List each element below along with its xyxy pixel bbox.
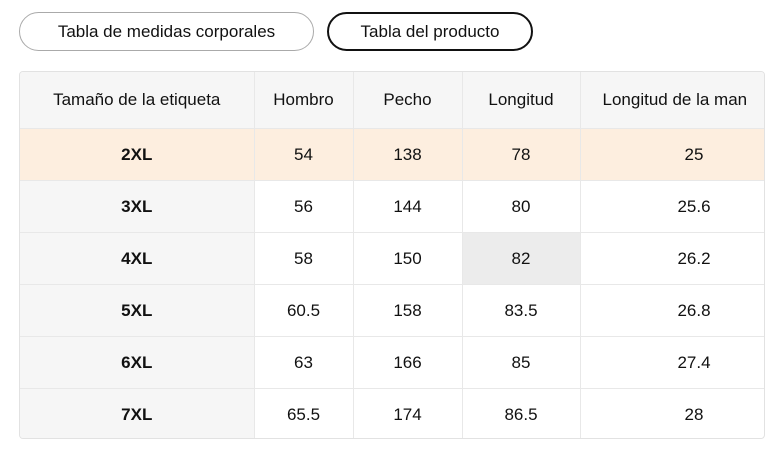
header-cell: Tamaño de la etiqueta	[20, 72, 255, 129]
table: Tamaño de la etiqueta Hombro Pecho Longitud…	[20, 72, 764, 438]
size-cell: 2XL	[20, 128, 255, 181]
value-cell: 82	[462, 232, 581, 285]
value-cell: 80	[462, 180, 581, 233]
table-row: 6XL 63 166 85 27.4	[20, 336, 764, 389]
value-cell: 83.5	[462, 284, 581, 337]
header-cell: Longitud de la man	[580, 72, 764, 129]
value-cell: 78	[462, 128, 581, 181]
size-table: Tamaño de la etiqueta Hombro Pecho Longitud…	[19, 71, 765, 439]
size-cell: 4XL	[20, 232, 255, 285]
table-row: 5XL 60.5 158 83.5 26.8	[20, 284, 764, 337]
value-cell: 56	[254, 180, 354, 233]
value-cell: 60.5	[254, 284, 354, 337]
value-cell: 86.5	[462, 388, 581, 438]
header-cell: Longitud	[462, 72, 581, 129]
header-cell: Hombro	[254, 72, 354, 129]
header-cell: Pecho	[353, 72, 463, 129]
tab-button[interactable]: Tabla del producto	[327, 12, 533, 51]
value-cell: 28	[580, 388, 764, 438]
value-cell: 138	[353, 128, 463, 181]
value-cell: 25	[580, 128, 764, 181]
value-cell: 85	[462, 336, 581, 389]
value-cell: 26.8	[580, 284, 764, 337]
size-cell: 6XL	[20, 336, 255, 389]
value-cell: 63	[254, 336, 354, 389]
value-cell: 65.5	[254, 388, 354, 438]
value-cell: 174	[353, 388, 463, 438]
value-cell: 158	[353, 284, 463, 337]
value-cell: 27.4	[580, 336, 764, 389]
size-cell: 3XL	[20, 180, 255, 233]
tab-button[interactable]: Tabla de medidas corporales	[19, 12, 314, 51]
value-cell: 25.6	[580, 180, 764, 233]
value-cell: 166	[353, 336, 463, 389]
value-cell: 26.2	[580, 232, 764, 285]
value-cell: 144	[353, 180, 463, 233]
size-cell: 7XL	[20, 388, 255, 438]
value-cell: 58	[254, 232, 354, 285]
value-cell: 54	[254, 128, 354, 181]
table-row: 3XL 56 144 80 25.6	[20, 180, 764, 233]
table-row: 7XL 65.5 174 86.5 28	[20, 388, 764, 438]
size-cell: 5XL	[20, 284, 255, 337]
table-row: 2XL 54 138 78 25	[20, 128, 764, 181]
header-row: Tamaño de la etiqueta Hombro Pecho Longitud…	[20, 72, 764, 129]
value-cell: 150	[353, 232, 463, 285]
table-row: 4XL 58 150 82 26.2	[20, 232, 764, 285]
